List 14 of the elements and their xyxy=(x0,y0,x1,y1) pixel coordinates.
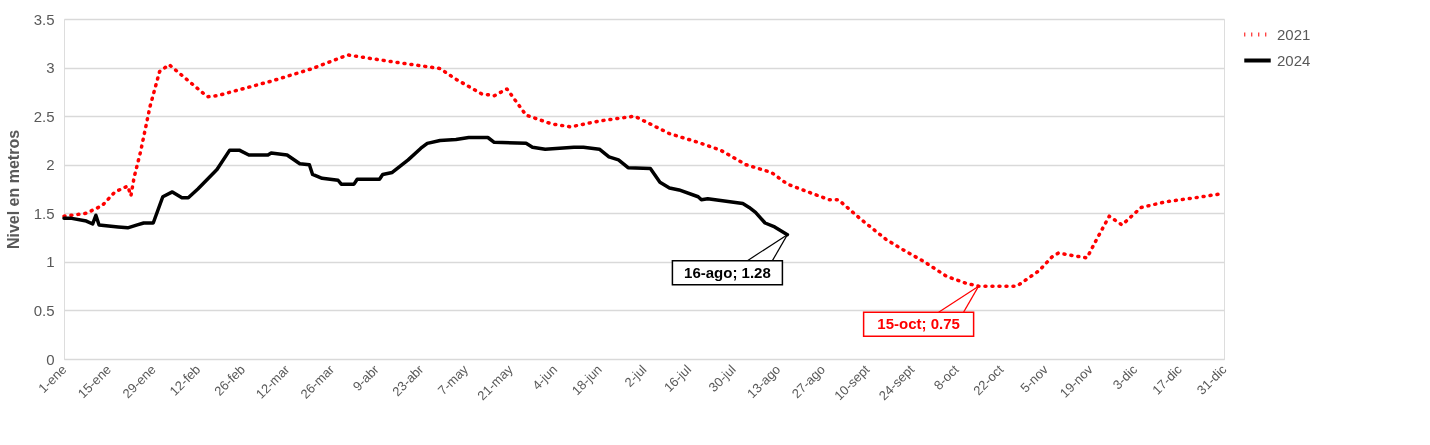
y-axis-title: Nivel en metros xyxy=(4,129,22,250)
legend-label: 2021 xyxy=(1277,25,1311,43)
y-tick-label: 1 xyxy=(46,253,55,271)
y-tick-label: 3.5 xyxy=(33,10,55,28)
x-tick-label: 2-jul xyxy=(621,361,650,390)
y-tick-label: 1.5 xyxy=(33,204,55,222)
annotation: 16-ago; 1.28 xyxy=(684,263,771,281)
y-tick-label: 0 xyxy=(46,350,55,368)
legend-label: 2024 xyxy=(1277,51,1311,69)
y-tick-label: 0.5 xyxy=(33,301,55,319)
y-tick-label: 2 xyxy=(46,156,55,174)
y-tick-label: 3 xyxy=(46,59,55,77)
annotation: 15-oct; 0.75 xyxy=(877,315,960,333)
y-tick-label: 2.5 xyxy=(33,107,55,125)
